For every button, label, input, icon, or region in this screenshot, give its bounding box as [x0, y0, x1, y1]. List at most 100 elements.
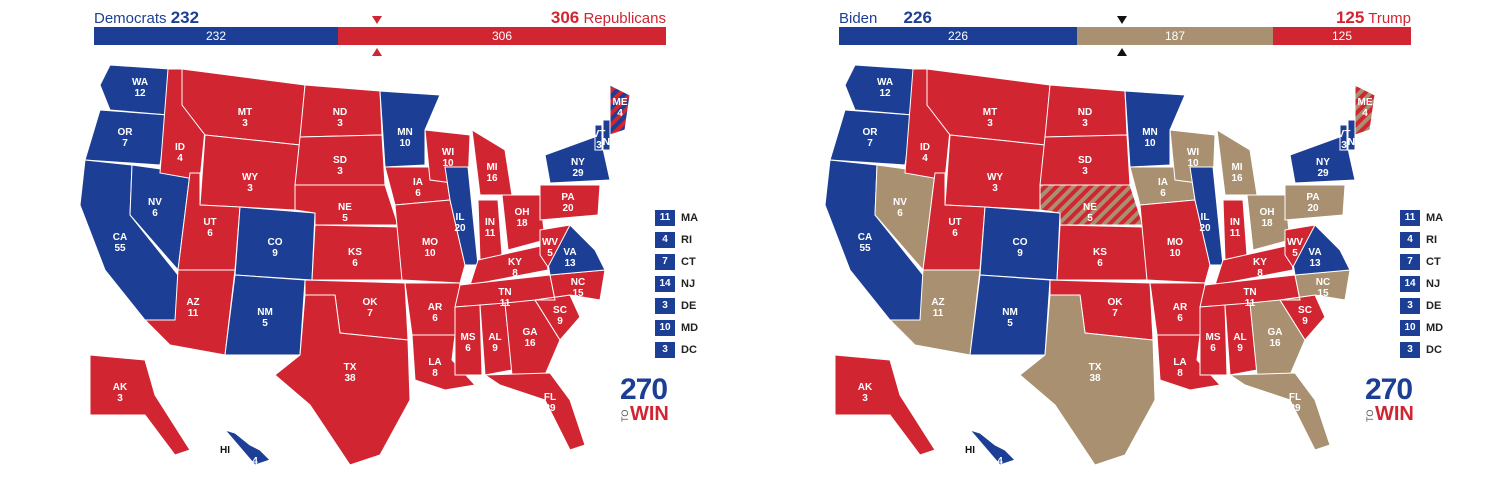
state-ev-ga: 16: [1269, 338, 1281, 349]
state-ev-wy: 3: [247, 183, 253, 194]
small-state-md[interactable]: 10 MD: [1400, 320, 1443, 336]
tossup-segment: 187: [1077, 27, 1273, 45]
state-wv[interactable]: [1284, 224, 1316, 268]
state-label-ok: OK: [363, 297, 379, 308]
state-mo[interactable]: [1139, 199, 1211, 284]
state-ev-nv: 6: [152, 208, 158, 219]
state-wv[interactable]: [539, 224, 571, 268]
state-ny[interactable]: [1289, 134, 1356, 184]
small-state-de[interactable]: 3 DE: [655, 298, 696, 314]
small-state-ev: 11: [1400, 210, 1420, 226]
state-label-wy: WY: [987, 172, 1003, 183]
state-label-ny: NY: [1316, 157, 1330, 168]
state-label-nh: NH: [1348, 137, 1362, 148]
state-ms[interactable]: [1199, 304, 1228, 376]
state-mn[interactable]: [379, 90, 441, 168]
state-ev-tn: 11: [1245, 298, 1256, 309]
state-label-wi: WI: [1187, 147, 1199, 158]
state-ev-wv: 5: [547, 248, 553, 259]
state-ky[interactable]: [1214, 244, 1294, 286]
state-fl[interactable]: [1228, 372, 1331, 451]
state-tx[interactable]: [274, 294, 411, 466]
map-panel-left: Democrats 232 306 Republicans 232 306 WA…: [79, 0, 698, 484]
state-ev-me: 4: [1362, 108, 1368, 119]
state-label-ne: NE: [1083, 202, 1097, 213]
state-label-az: AZ: [186, 297, 199, 308]
state-ev-vt: 3: [1341, 140, 1347, 151]
state-ev-pa: 20: [562, 203, 574, 214]
state-label-id: ID: [175, 142, 185, 153]
state-vt[interactable]: [1339, 124, 1348, 151]
state-label-wv: WV: [542, 237, 558, 248]
marker-bottom-triangle: [1117, 48, 1127, 56]
small-state-abbr: DE: [1426, 300, 1442, 312]
state-ev-mo: 10: [424, 248, 436, 259]
state-or[interactable]: [84, 109, 169, 166]
state-il[interactable]: [444, 166, 479, 266]
small-state-md[interactable]: 10 MD: [655, 320, 698, 336]
state-ev-id: 4: [922, 153, 928, 164]
state-tx[interactable]: [1019, 294, 1156, 466]
small-state-ri[interactable]: 4 RI: [655, 232, 692, 248]
state-label-sd: SD: [1078, 155, 1092, 166]
state-ev-oh: 18: [516, 218, 528, 229]
small-state-ma[interactable]: 11 MA: [655, 210, 698, 226]
state-label-ca: CA: [858, 232, 872, 243]
small-state-ct[interactable]: 7 CT: [655, 254, 696, 270]
state-label-ne: NE: [338, 202, 352, 213]
state-label-ky: KY: [1253, 257, 1267, 268]
map-panel-right: Biden 226 125 Trump 226 187 125 WA 12 OR 7 C…: [824, 0, 1443, 484]
state-me[interactable]: [609, 84, 631, 136]
state-ev-vt: 3: [596, 140, 602, 151]
small-state-ri[interactable]: 4 RI: [1400, 232, 1437, 248]
state-ev-ms: 6: [1210, 343, 1216, 354]
state-ny[interactable]: [544, 134, 611, 184]
state-label-pa: PA: [561, 192, 574, 203]
state-label-me: ME: [1358, 97, 1373, 108]
state-label-vt: VT: [1338, 129, 1351, 140]
state-nh[interactable]: [602, 119, 611, 151]
state-hi[interactable]: [223, 429, 271, 466]
small-state-nj[interactable]: 14 NJ: [1400, 276, 1440, 292]
state-pa[interactable]: [1284, 184, 1346, 221]
state-mo[interactable]: [394, 199, 466, 284]
state-ev-me: 4: [617, 108, 623, 119]
state-or[interactable]: [829, 109, 914, 166]
state-nh[interactable]: [1347, 119, 1356, 151]
state-ev-ut: 6: [952, 228, 958, 239]
small-state-de[interactable]: 3 DE: [1400, 298, 1441, 314]
state-hi[interactable]: [968, 429, 1016, 466]
state-ms[interactable]: [454, 304, 483, 376]
state-mn[interactable]: [1124, 90, 1186, 168]
state-ev-il: 20: [454, 223, 466, 234]
small-state-abbr: MD: [1426, 322, 1444, 334]
state-label-ar: AR: [428, 302, 443, 313]
state-label-al: AL: [488, 332, 501, 343]
small-state-nj[interactable]: 14 NJ: [655, 276, 695, 292]
state-pa[interactable]: [539, 184, 601, 221]
state-label-nc: NC: [571, 277, 585, 288]
small-state-ct[interactable]: 7 CT: [1400, 254, 1441, 270]
state-label-hi: HI: [220, 445, 230, 456]
small-state-dc[interactable]: 3 DC: [655, 342, 697, 358]
state-ak[interactable]: [834, 354, 936, 456]
state-label-or: OR: [118, 127, 134, 138]
small-state-ma[interactable]: 11 MA: [1400, 210, 1443, 226]
state-fl[interactable]: [483, 372, 586, 451]
logo-win: WIN: [630, 403, 669, 425]
state-label-ut: UT: [948, 217, 961, 228]
state-label-il: IL: [1201, 212, 1210, 223]
small-state-dc[interactable]: 3 DC: [1400, 342, 1442, 358]
state-label-pa: PA: [1306, 192, 1319, 203]
state-label-mn: MN: [1142, 127, 1158, 138]
state-me[interactable]: [1354, 84, 1376, 136]
state-label-co: CO: [1013, 237, 1028, 248]
dem-label: Democrats: [94, 10, 167, 27]
state-ky[interactable]: [469, 244, 549, 286]
state-il[interactable]: [1189, 166, 1224, 266]
270towin-logo: 270 TOWIN: [1365, 375, 1425, 425]
state-ak[interactable]: [89, 354, 191, 456]
state-label-wa: WA: [877, 77, 893, 88]
state-ev-nv: 6: [897, 208, 903, 219]
state-vt[interactable]: [594, 124, 603, 151]
